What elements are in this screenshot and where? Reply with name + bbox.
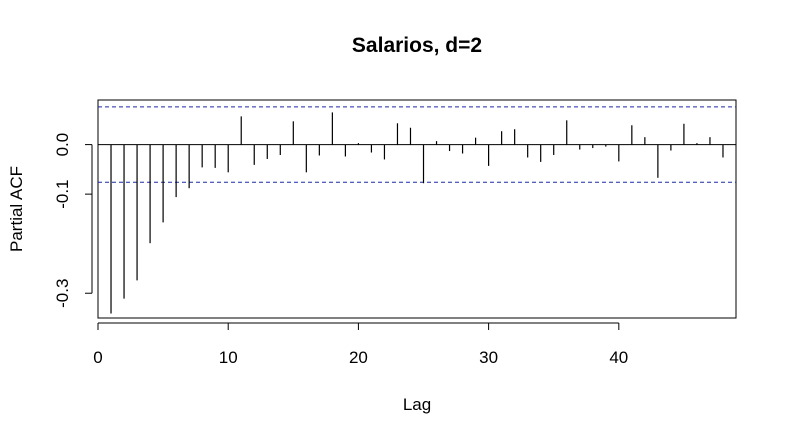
y-tick-label-minus-0_3: -0.3 [53, 279, 72, 308]
y-axis: -0.3 -0.1 0.0 [53, 133, 93, 308]
x-tick-label-0: 0 [93, 348, 102, 367]
x-tick-label-30: 30 [479, 348, 498, 367]
y-tick-label-0: 0.0 [53, 133, 72, 157]
plot-frame [97, 99, 737, 319]
y-axis-label: Partial ACF [7, 166, 26, 252]
x-tick-label-20: 20 [349, 348, 368, 367]
x-tick-label-10: 10 [219, 348, 238, 367]
x-tick-label-40: 40 [609, 348, 628, 367]
pacf-bars [110, 112, 724, 314]
x-axis-label: Lag [403, 395, 431, 414]
y-tick-label-minus-0_1: -0.1 [53, 179, 72, 208]
x-axis: 0 10 20 30 40 [93, 322, 628, 367]
chart-title: Salarios, d=2 [352, 34, 482, 57]
